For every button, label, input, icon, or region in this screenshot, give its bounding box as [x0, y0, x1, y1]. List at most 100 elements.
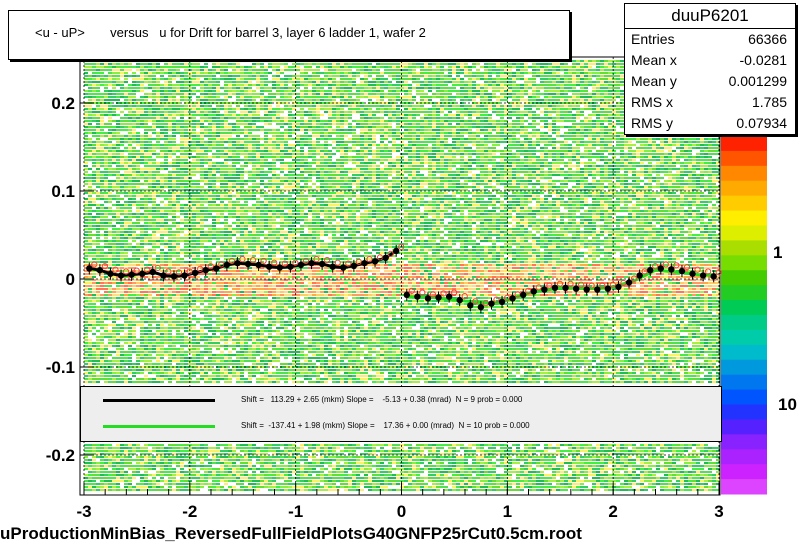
heatmap-cell: [192, 168, 196, 170]
heatmap-cell: [104, 141, 108, 143]
heatmap-cell: [228, 93, 232, 95]
heatmap-cell: [216, 231, 220, 233]
heatmap-cell: [236, 321, 240, 323]
heatmap-cell: [136, 471, 140, 473]
heatmap-cell: [176, 69, 180, 71]
heatmap-cell: [196, 246, 200, 248]
heatmap-cell: [172, 162, 176, 164]
heatmap-cell: [192, 474, 196, 476]
heatmap-cell: [252, 156, 256, 158]
heatmap-cell: [172, 69, 176, 71]
heatmap-cell: [136, 450, 140, 452]
heatmap-cell: [136, 183, 140, 185]
heatmap-cell: [104, 258, 108, 260]
heatmap-cell: [180, 75, 184, 77]
heatmap-cell: [132, 150, 136, 152]
heatmap-cell: [104, 90, 108, 92]
heatmap-cell: [228, 144, 232, 146]
heatmap-cell: [208, 258, 212, 260]
heatmap-cell: [228, 150, 232, 152]
heatmap-cell: [252, 177, 256, 179]
heatmap-cell: [116, 336, 120, 338]
heatmap-cell: [164, 63, 168, 65]
heatmap-cell: [244, 147, 248, 149]
heatmap-cell: [200, 240, 204, 242]
heatmap-cell: [104, 264, 108, 266]
heatmap-cell: [96, 252, 100, 254]
heatmap-cell: [228, 75, 232, 77]
heatmap-cell: [244, 315, 248, 317]
heatmap-cell: [152, 93, 156, 95]
heatmap-cell: [176, 108, 180, 110]
heatmap-cell: [212, 321, 216, 323]
heatmap-cell: [92, 477, 96, 479]
heatmap-cell: [124, 321, 128, 323]
heatmap-cell: [236, 138, 240, 140]
heatmap-cell: [116, 120, 120, 122]
heatmap-cell: [124, 225, 128, 227]
heatmap-cell: [236, 168, 240, 170]
heatmap-cell: [160, 225, 164, 227]
heatmap-cell: [168, 489, 172, 491]
heatmap-cell: [192, 252, 196, 254]
heatmap-cell: [176, 333, 180, 335]
heatmap-cell: [84, 231, 88, 233]
heatmap-cell: [192, 345, 196, 347]
heatmap-cell: [240, 99, 244, 101]
heatmap-cell: [204, 468, 208, 470]
heatmap-cell: [156, 114, 160, 116]
heatmap-cell: [224, 87, 228, 89]
heatmap-cell: [112, 345, 116, 347]
heatmap-cell: [172, 63, 176, 65]
heatmap-cell: [132, 486, 136, 488]
heatmap-cell: [96, 255, 100, 257]
heatmap-cell: [124, 93, 128, 95]
heatmap-cell: [140, 147, 144, 149]
heatmap-cell: [176, 105, 180, 107]
heatmap-cell: [112, 357, 116, 359]
heatmap-cell: [128, 186, 132, 188]
heatmap-cell: [192, 165, 196, 167]
heatmap-cell: [148, 381, 152, 383]
heatmap-cell: [116, 480, 120, 482]
heatmap-cell: [228, 369, 232, 371]
heatmap-cell: [148, 147, 152, 149]
heatmap-cell: [104, 297, 108, 299]
heatmap-cell: [212, 165, 216, 167]
heatmap-cell: [196, 114, 200, 116]
heatmap-cell: [140, 84, 144, 86]
heatmap-cell: [160, 327, 164, 329]
heatmap-cell: [244, 474, 248, 476]
heatmap-cell: [212, 354, 216, 356]
heatmap-cell: [208, 375, 212, 377]
heatmap-cell: [220, 168, 224, 170]
heatmap-cell: [112, 312, 116, 314]
heatmap-cell: [108, 360, 112, 362]
heatmap-cell: [152, 66, 156, 68]
heatmap-cell: [244, 309, 248, 311]
heatmap-cell: [104, 345, 108, 347]
heatmap-cell: [228, 180, 232, 182]
heatmap-cell: [104, 114, 108, 116]
heatmap-cell: [116, 360, 120, 362]
heatmap-cell: [224, 138, 228, 140]
heatmap-cell: [136, 465, 140, 467]
heatmap-cell: [128, 204, 132, 206]
heatmap-cell: [176, 93, 180, 95]
heatmap-cell: [240, 192, 244, 194]
heatmap-cell: [144, 183, 148, 185]
heatmap-cell: [120, 222, 124, 224]
heatmap-cell: [180, 360, 184, 362]
heatmap-cell: [232, 132, 236, 134]
heatmap-cell: [200, 117, 204, 119]
heatmap-cell: [184, 123, 188, 125]
heatmap-cell: [116, 252, 120, 254]
heatmap-cell: [188, 219, 192, 221]
heatmap-cell: [224, 312, 228, 314]
heatmap-cell: [244, 348, 248, 350]
heatmap-cell: [176, 63, 180, 65]
heatmap-cell: [88, 216, 92, 218]
heatmap-cell: [92, 378, 96, 380]
heatmap-cell: [148, 222, 152, 224]
heatmap-cell: [160, 222, 164, 224]
